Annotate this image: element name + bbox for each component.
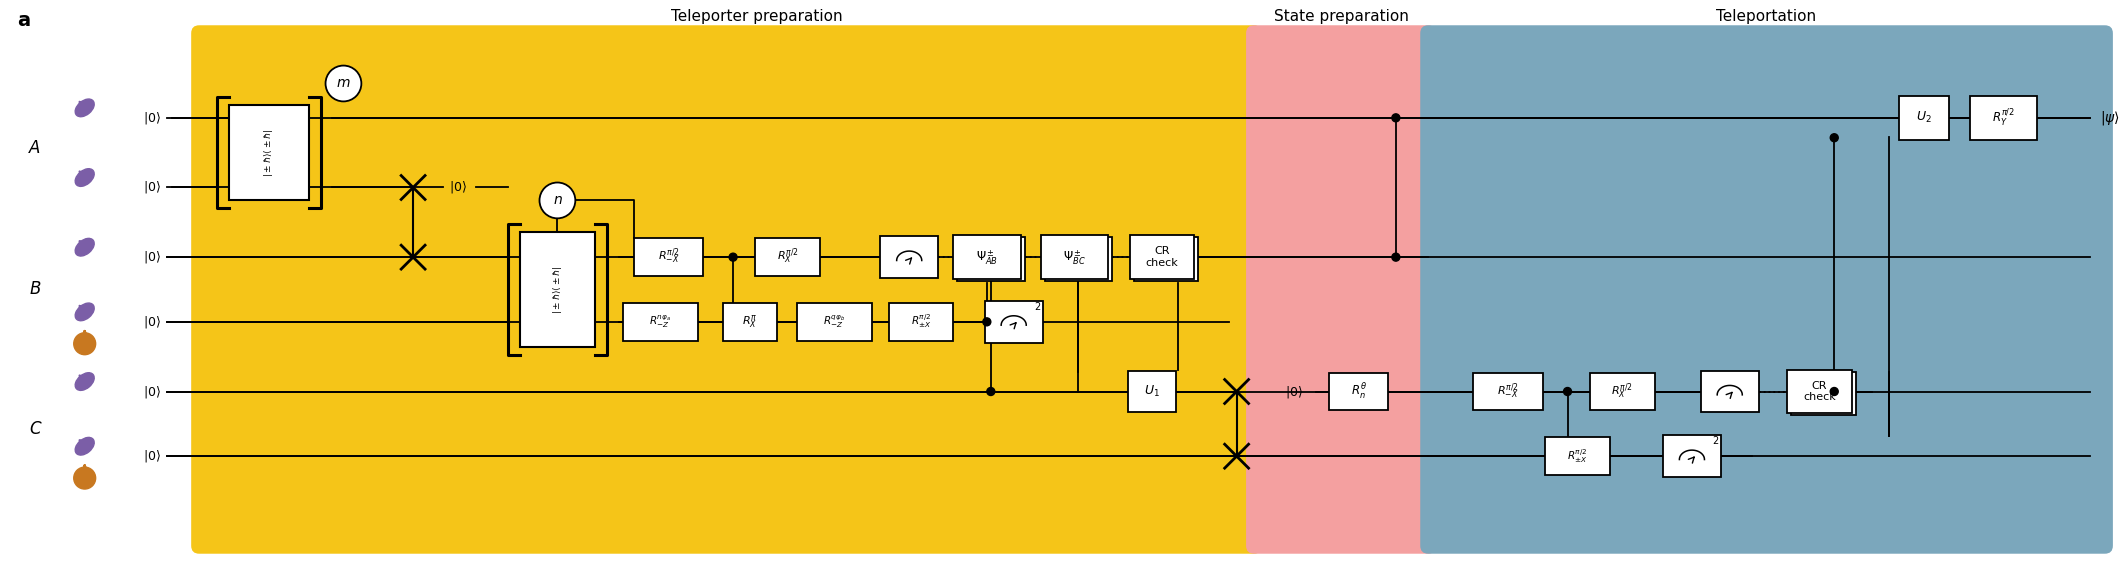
Ellipse shape — [74, 373, 93, 391]
Text: CR
check: CR check — [1145, 246, 1179, 268]
FancyBboxPatch shape — [796, 303, 871, 341]
Text: $|\psi\rangle$: $|\psi\rangle$ — [2101, 109, 2120, 127]
Ellipse shape — [74, 303, 93, 321]
Text: $|0\rangle$: $|0\rangle$ — [144, 314, 161, 330]
Ellipse shape — [74, 99, 93, 117]
Text: m: m — [338, 77, 350, 91]
Text: $R_{-Z}^{n\varphi_a}$: $R_{-Z}^{n\varphi_a}$ — [650, 313, 671, 330]
Text: $|0\rangle$: $|0\rangle$ — [144, 110, 161, 126]
FancyBboxPatch shape — [1041, 235, 1109, 279]
Text: CR
check: CR check — [1803, 381, 1835, 402]
Text: C: C — [30, 420, 40, 438]
FancyBboxPatch shape — [888, 303, 954, 341]
FancyBboxPatch shape — [1045, 237, 1113, 281]
Text: B: B — [30, 280, 40, 298]
Circle shape — [1831, 388, 1837, 395]
Text: $|\pm\hbar\rangle\langle\pm\hbar|$: $|\pm\hbar\rangle\langle\pm\hbar|$ — [261, 129, 276, 177]
FancyBboxPatch shape — [1899, 96, 1948, 140]
FancyBboxPatch shape — [1247, 25, 1436, 554]
Text: $|\pm\hbar\rangle\langle\pm\hbar|$: $|\pm\hbar\rangle\langle\pm\hbar|$ — [550, 265, 563, 314]
Text: $\Psi^\pm_{BC}$: $\Psi^\pm_{BC}$ — [1062, 248, 1085, 267]
FancyBboxPatch shape — [1472, 373, 1542, 410]
FancyBboxPatch shape — [1791, 372, 1856, 415]
Circle shape — [74, 467, 96, 489]
Text: $|0\rangle$: $|0\rangle$ — [1285, 384, 1302, 399]
FancyBboxPatch shape — [1421, 25, 2113, 554]
Text: Teleportation: Teleportation — [1716, 9, 1816, 24]
Text: $|0\rangle$: $|0\rangle$ — [144, 249, 161, 265]
Text: $R_X^{\pi/2}$: $R_X^{\pi/2}$ — [1612, 381, 1633, 402]
Text: $R_n^\theta$: $R_n^\theta$ — [1351, 381, 1366, 402]
Text: Teleporter preparation: Teleporter preparation — [671, 9, 843, 24]
Circle shape — [988, 388, 994, 395]
Text: $|0\rangle$: $|0\rangle$ — [144, 384, 161, 399]
Text: $U_2$: $U_2$ — [1916, 110, 1931, 125]
Circle shape — [539, 182, 576, 218]
FancyBboxPatch shape — [958, 237, 1024, 281]
Text: $R_{-Z}^{q\varphi_b}$: $R_{-Z}^{q\varphi_b}$ — [824, 313, 845, 330]
FancyBboxPatch shape — [1591, 373, 1655, 410]
FancyBboxPatch shape — [1663, 435, 1720, 477]
Text: $|0\rangle$: $|0\rangle$ — [144, 448, 161, 464]
FancyBboxPatch shape — [633, 238, 703, 276]
FancyBboxPatch shape — [229, 106, 308, 200]
FancyBboxPatch shape — [520, 233, 595, 347]
FancyBboxPatch shape — [954, 235, 1022, 279]
FancyBboxPatch shape — [1969, 96, 2037, 140]
Text: $R_X^{\pi/2}$: $R_X^{\pi/2}$ — [777, 247, 799, 267]
Circle shape — [325, 66, 361, 102]
Text: 2: 2 — [1712, 436, 1718, 446]
Text: State preparation: State preparation — [1274, 9, 1408, 24]
FancyBboxPatch shape — [1128, 370, 1177, 413]
Text: $U_1$: $U_1$ — [1145, 384, 1160, 399]
Text: $R_{-X}^{\pi/2}$: $R_{-X}^{\pi/2}$ — [1497, 381, 1519, 402]
Text: $R_{-X}^{\pi/2}$: $R_{-X}^{\pi/2}$ — [658, 247, 680, 267]
Text: A: A — [30, 138, 40, 157]
FancyBboxPatch shape — [1130, 235, 1194, 279]
Circle shape — [983, 318, 990, 326]
FancyBboxPatch shape — [622, 303, 697, 341]
FancyBboxPatch shape — [1134, 237, 1198, 281]
Text: $R_{\pm X}^{\pi/2}$: $R_{\pm X}^{\pi/2}$ — [911, 313, 930, 331]
Circle shape — [1563, 388, 1572, 395]
Text: $|0\rangle$: $|0\rangle$ — [448, 179, 467, 196]
Text: $R_X^\pi$: $R_X^\pi$ — [743, 313, 758, 331]
FancyBboxPatch shape — [1786, 370, 1852, 413]
Circle shape — [1391, 114, 1400, 122]
Text: $\Psi^\pm_{AB}$: $\Psi^\pm_{AB}$ — [975, 248, 998, 267]
FancyBboxPatch shape — [1701, 370, 1759, 413]
Circle shape — [729, 253, 737, 261]
FancyBboxPatch shape — [722, 303, 777, 341]
Ellipse shape — [74, 238, 93, 256]
Text: 2: 2 — [1034, 302, 1041, 312]
Circle shape — [74, 333, 96, 355]
FancyBboxPatch shape — [756, 238, 820, 276]
FancyBboxPatch shape — [986, 301, 1043, 343]
FancyBboxPatch shape — [191, 25, 1262, 554]
Text: $R_{\pm X}^{\pi/2}$: $R_{\pm X}^{\pi/2}$ — [1568, 448, 1587, 465]
Ellipse shape — [74, 437, 93, 455]
Circle shape — [1391, 253, 1400, 261]
FancyBboxPatch shape — [879, 236, 939, 278]
Circle shape — [1831, 134, 1837, 142]
Ellipse shape — [74, 168, 93, 186]
Text: a: a — [17, 12, 30, 31]
Text: $R_Y^{\pi/2}$: $R_Y^{\pi/2}$ — [1992, 107, 2016, 128]
Text: $|0\rangle$: $|0\rangle$ — [144, 179, 161, 196]
Text: n: n — [552, 193, 561, 207]
FancyBboxPatch shape — [1544, 437, 1610, 475]
FancyBboxPatch shape — [1330, 373, 1389, 410]
